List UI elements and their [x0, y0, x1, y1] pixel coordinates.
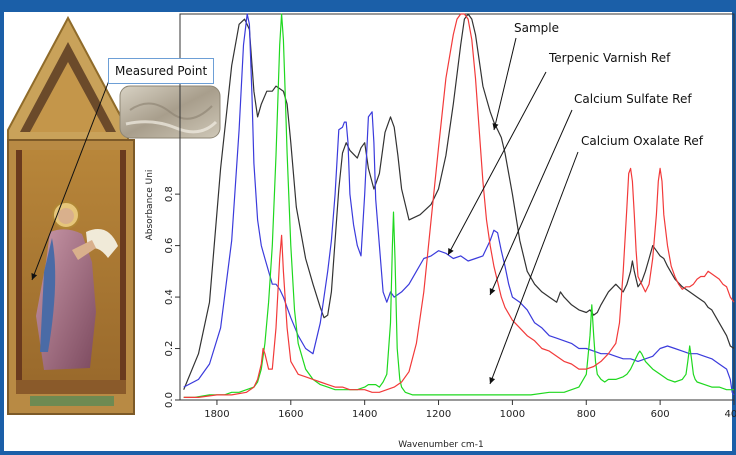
series-line-sample: [183, 13, 735, 390]
gothic-altarpiece-panel-image: [7, 15, 135, 415]
y-axis-label: Absorbance Uni: [145, 170, 155, 241]
measured-point-arrow-head: [31, 273, 38, 280]
sample-arrow-head: [492, 123, 499, 130]
x-tick-label: 800: [577, 409, 596, 420]
axis-ticks-layer: 1800 1600 1400 1200 1000 800 600 400 0.0 0.2 0.4 0.…: [164, 186, 736, 420]
sample-micrograph-image: [119, 85, 221, 139]
plot-border: [179, 13, 735, 401]
y-tick-label: 0.0: [164, 392, 175, 408]
x-tick-label: 1600: [278, 409, 303, 420]
terpenic-varnish-annotation: Terpenic Varnish Ref: [548, 51, 671, 65]
measured-point-arrow: [31, 77, 111, 281]
y-tick-label: 0.8: [164, 186, 175, 202]
x-tick-label: 1200: [426, 409, 451, 420]
calcium-sulfate-arrow: [489, 109, 573, 296]
x-tick-label: 1400: [352, 409, 377, 420]
terpenic-varnish-arrow: [447, 71, 547, 256]
series-line-calcium-oxalate-ref: [183, 13, 735, 398]
calcium-oxalate-arrow-head: [489, 377, 496, 384]
calcium-sulfate-arrow-head: [489, 288, 496, 295]
measured-point-callout: Measured Point: [108, 58, 215, 84]
sample-annotation: Sample: [514, 21, 559, 35]
x-axis-label: Wavenumber cm-1: [398, 440, 483, 450]
y-tick-label: 0.6: [164, 238, 175, 254]
series-line-calcium-sulfate-ref: [183, 13, 734, 398]
terpenic-varnish-arrow-head: [448, 248, 454, 255]
calcium-sulfate-annotation: Calcium Sulfate Ref: [574, 92, 692, 106]
x-tick-label: 1000: [500, 409, 525, 420]
x-tick-label: 600: [651, 409, 670, 420]
spectrum-series-layer: [183, 13, 735, 398]
x-tick-label: 1800: [204, 409, 229, 420]
calcium-oxalate-annotation: Calcium Oxalate Ref: [581, 134, 704, 148]
x-tick-label: 400: [724, 409, 736, 420]
calcium-oxalate-arrow: [489, 151, 579, 385]
annotation-arrows-layer: [31, 37, 579, 385]
series-line-terpenic-varnish-ref: [183, 13, 735, 396]
y-tick-label: 0.2: [164, 341, 175, 357]
y-tick-label: 0.4: [164, 289, 175, 305]
plot-frame: [179, 13, 735, 401]
sample-arrow: [493, 37, 517, 131]
